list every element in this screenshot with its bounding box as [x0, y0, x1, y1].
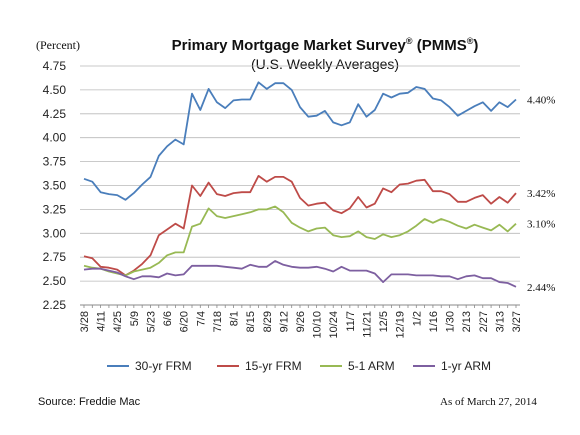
end-value-label: 2.44% — [527, 282, 555, 294]
y-tick-label: 2.50 — [43, 274, 67, 288]
x-tick-label: 8/29 — [262, 311, 274, 332]
y-tick-label: 4.50 — [43, 83, 67, 97]
legend-label: 5-1 ARM — [348, 359, 395, 373]
series-line-30-yr-frm — [83, 81, 517, 201]
y-tick-label: 3.00 — [43, 226, 67, 240]
x-tick-label: 1/16 — [428, 311, 440, 332]
y-tick-label: 4.00 — [43, 131, 67, 145]
chart-subtitle: (U.S. Weekly Averages) — [250, 56, 400, 72]
chart-title-text: Primary Mortgage Market Survey — [171, 37, 406, 54]
chart-title: Primary Mortgage Market Survey® (PMMS®) — [150, 36, 500, 54]
y-tick-label: 3.50 — [43, 179, 67, 193]
end-value-label: 3.42% — [527, 188, 555, 200]
x-tick-label: 1/30 — [445, 311, 457, 332]
chart-title-block: Primary Mortgage Market Survey® (PMMS®) … — [150, 36, 500, 72]
x-tick-label: 7/18 — [212, 311, 224, 332]
chart-title-paren-mark: ® — [466, 36, 474, 46]
x-tick-label: 10/24 — [328, 311, 340, 339]
y-axis-label: (Percent) — [36, 38, 80, 52]
y-tick-label: 2.75 — [43, 250, 67, 264]
x-tick-label: 11/21 — [361, 311, 373, 338]
legend-label: 30-yr FRM — [135, 359, 192, 373]
x-tick-label: 12/5 — [378, 311, 390, 332]
y-tick-label: 2.25 — [43, 298, 67, 312]
legend-label: 1-yr ARM — [441, 359, 491, 373]
x-tick-label: 3/13 — [494, 311, 506, 332]
x-tick-label: 2/27 — [478, 311, 490, 332]
x-tick-label: 1/2 — [411, 311, 423, 326]
chart-title-end: ) — [473, 37, 479, 54]
x-tick-label: 5/23 — [145, 311, 157, 332]
x-tick-label: 4/25 — [112, 311, 124, 332]
x-tick-label: 4/11 — [96, 311, 108, 332]
source-note: Source: Freddie Mac — [38, 396, 141, 408]
as-of-date: As of March 27, 2014 — [440, 396, 537, 408]
x-tick-label: 8/15 — [245, 311, 257, 332]
x-tick-label: 3/28 — [79, 311, 91, 332]
y-tick-label: 4.25 — [43, 107, 67, 121]
end-value-label: 4.40% — [527, 94, 555, 106]
x-tick-label: 6/20 — [179, 311, 191, 332]
series-line-5-1-arm — [83, 205, 517, 277]
x-tick-label: 9/12 — [278, 311, 290, 332]
end-value-label: 3.10% — [527, 219, 555, 231]
x-tick-label: 9/26 — [295, 311, 307, 332]
x-tick-label: 7/4 — [195, 311, 207, 326]
x-tick-label: 8/1 — [229, 311, 241, 326]
y-tick-label: 4.75 — [43, 59, 67, 73]
series-line-1-yr-arm — [83, 260, 517, 288]
x-tick-label: 10/10 — [312, 311, 324, 339]
chart-title-registered-mark: ® — [405, 36, 413, 46]
chart-title-paren: (PMMS — [416, 37, 467, 54]
series-line-15-yr-frm — [83, 174, 517, 277]
legend-label: 15-yr FRM — [245, 359, 302, 373]
x-tick-label: 2/13 — [461, 311, 473, 332]
y-tick-label: 3.25 — [43, 202, 67, 216]
x-tick-label: 12/19 — [395, 311, 407, 339]
x-tick-label: 3/27 — [511, 311, 523, 332]
x-tick-label: 11/7 — [345, 311, 357, 332]
x-tick-label: 6/6 — [162, 311, 174, 326]
x-tick-label: 5/9 — [129, 311, 141, 326]
y-tick-label: 3.75 — [43, 155, 67, 169]
